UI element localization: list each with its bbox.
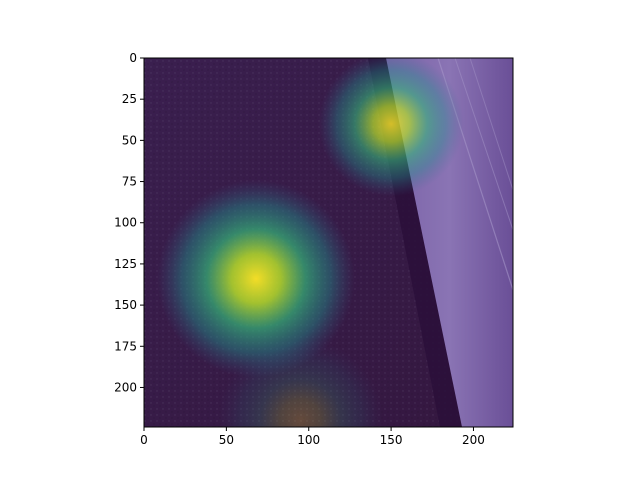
axes-frame: [143, 57, 514, 428]
y-tick-label: 125: [114, 257, 137, 271]
x-tick-label: 150: [380, 433, 403, 447]
y-tick-label: 75: [122, 175, 137, 189]
heatmap-hotspot: [157, 179, 355, 378]
y-tick-label: 25: [122, 92, 137, 106]
x-tick-label: 200: [462, 433, 485, 447]
y-tick-label: 0: [129, 51, 137, 65]
y-tick-label: 50: [122, 133, 137, 147]
x-axis: 0 50 100 150 200: [140, 427, 485, 447]
heatmap-hotspot: [318, 58, 464, 197]
x-tick-label: 100: [297, 433, 320, 447]
heatmap-hotspot: [218, 338, 383, 427]
x-tick-label: 50: [219, 433, 234, 447]
y-tick-label: 150: [114, 298, 137, 312]
y-tick-label: 175: [114, 339, 137, 353]
y-axis: 0 25 50 75 100 125 150 175 200: [114, 51, 144, 394]
pier-line: [469, 58, 513, 191]
heatmap-image: [144, 58, 513, 427]
y-tick-label: 200: [114, 380, 137, 394]
x-tick-label: 0: [140, 433, 148, 447]
y-tick-label: 100: [114, 216, 137, 230]
pier-line: [454, 58, 513, 231]
